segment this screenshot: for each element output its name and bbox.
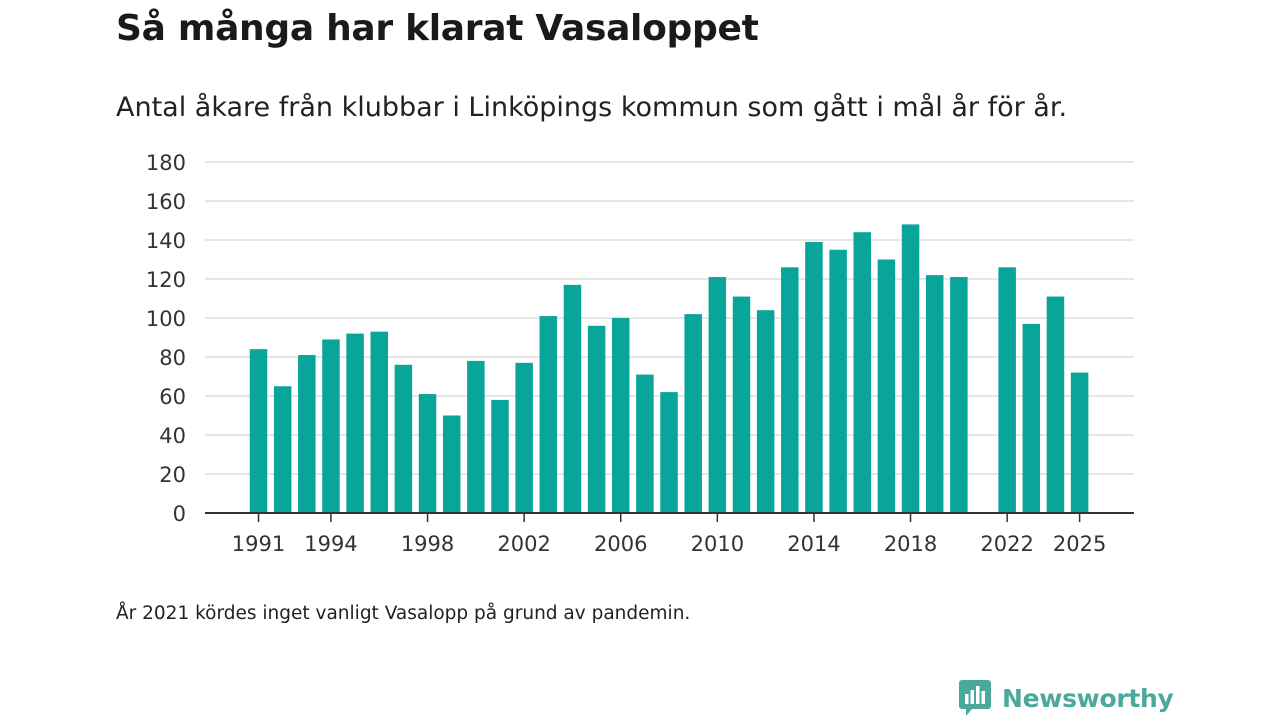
bar-2015 <box>829 249 847 513</box>
x-tick-label: 2014 <box>787 532 840 556</box>
brand-logo[interactable]: Newsworthy <box>958 678 1174 718</box>
bar-2008 <box>660 392 678 513</box>
footnote: År 2021 kördes inget vanligt Vasalopp på… <box>116 603 691 624</box>
bar-2011 <box>732 296 751 513</box>
x-tick-label: 1991 <box>232 532 285 556</box>
bar-1995 <box>346 333 364 513</box>
y-tick-label: 120 <box>146 268 186 292</box>
bar-1993 <box>298 355 316 513</box>
bar-1992 <box>273 386 292 513</box>
bar-1994 <box>322 339 340 513</box>
x-tick-label: 2010 <box>691 532 744 556</box>
bar-1991 <box>249 349 268 513</box>
bar-chart: 0 20 40 60 80 100 120 140 160 180 1991 1994 1998 200… <box>146 151 1134 556</box>
bar-2002 <box>515 362 533 513</box>
bar-2000 <box>467 360 485 513</box>
bar-2010 <box>708 277 727 513</box>
y-tick-label: 180 <box>146 151 186 175</box>
x-tick-label: 1994 <box>304 532 357 556</box>
x-tick-label: 2025 <box>1053 532 1106 556</box>
brand-name: Newsworthy <box>1002 683 1174 713</box>
bar-2005 <box>587 325 606 513</box>
bar-2003 <box>539 316 558 513</box>
y-tick-label: 160 <box>146 190 186 214</box>
y-tick-label: 80 <box>159 346 186 370</box>
bar-1996 <box>370 331 388 513</box>
bar-2025 <box>1070 372 1089 513</box>
bar-2007 <box>636 374 654 513</box>
bar-1999 <box>442 415 461 513</box>
x-axis: 1991 1994 1998 2002 2006 2010 2014 2018 2022 2025 <box>205 512 1134 556</box>
y-tick-label: 20 <box>159 463 186 487</box>
y-tick-label: 140 <box>146 229 186 253</box>
y-tick-label: 0 <box>173 502 186 526</box>
bar-2012 <box>756 310 775 513</box>
y-tick-label: 60 <box>159 385 186 409</box>
x-tick-label: 2022 <box>980 532 1033 556</box>
bar-2016 <box>853 232 871 513</box>
bar-1997 <box>394 364 413 513</box>
bar-2001 <box>491 399 509 513</box>
bar-2022 <box>998 267 1016 513</box>
bar-1998 <box>418 394 437 513</box>
bar-2017 <box>877 259 896 513</box>
bar-2018 <box>901 224 920 513</box>
bar-2024 <box>1046 296 1065 513</box>
chart-subtitle: Antal åkare från klubbar i Linköpings ko… <box>116 92 1068 123</box>
x-tick-label: 2006 <box>594 532 647 556</box>
bar-2023 <box>1022 323 1041 513</box>
x-tick-label: 1998 <box>401 532 454 556</box>
x-tick-label: 2002 <box>497 532 550 556</box>
y-tick-label: 40 <box>159 424 186 448</box>
y-axis-ticks: 0 20 40 60 80 100 120 140 160 180 <box>146 151 186 526</box>
x-tick-label: 2018 <box>884 532 937 556</box>
bar-2004 <box>563 284 582 513</box>
bar-2014 <box>805 241 823 513</box>
bar-2019 <box>925 275 944 513</box>
chart-title: Så många har klarat Vasaloppet <box>116 8 759 49</box>
bar-2013 <box>781 267 799 513</box>
newsworthy-logo-icon <box>959 680 991 716</box>
y-tick-label: 100 <box>146 307 186 331</box>
bars <box>249 224 1089 513</box>
bar-2006 <box>612 318 630 513</box>
bar-2020 <box>950 277 968 513</box>
bar-2009 <box>684 314 702 513</box>
